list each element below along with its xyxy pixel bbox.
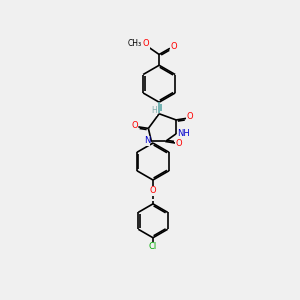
Text: O: O (187, 112, 193, 121)
Text: NH: NH (177, 129, 190, 138)
Text: O: O (143, 39, 149, 48)
Text: Cl: Cl (149, 242, 157, 251)
Text: O: O (176, 139, 182, 148)
Text: O: O (131, 121, 138, 130)
Text: O: O (170, 42, 177, 51)
Text: O: O (150, 186, 156, 195)
Text: H: H (151, 106, 157, 115)
Text: CH₃: CH₃ (128, 39, 142, 48)
Text: N: N (144, 136, 150, 145)
